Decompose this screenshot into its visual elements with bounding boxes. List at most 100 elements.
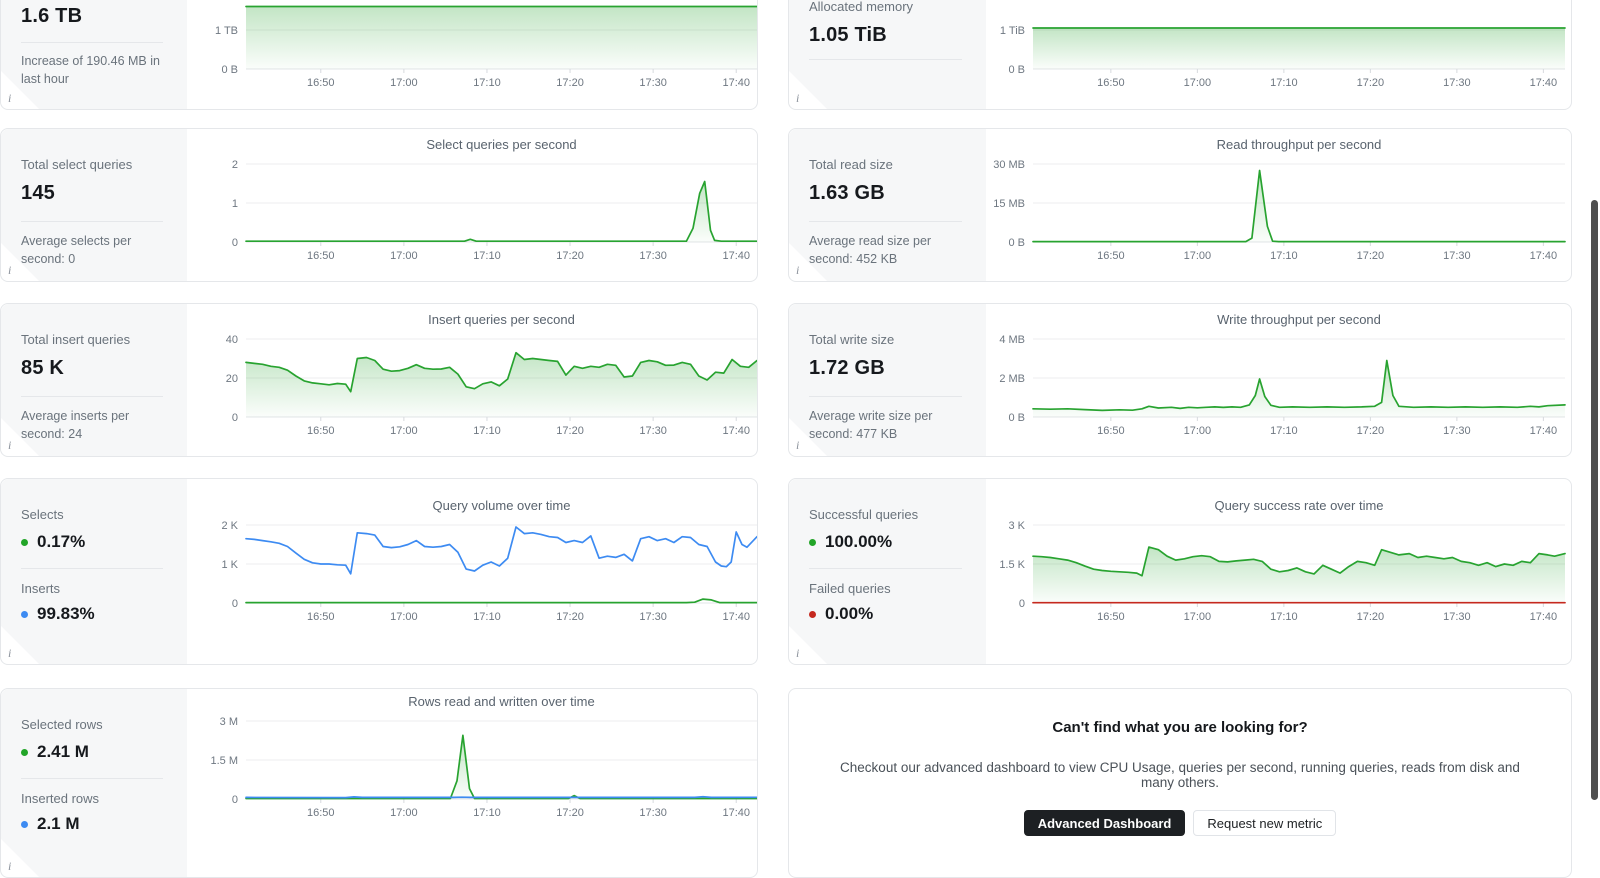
svg-text:17:40: 17:40 [1530,77,1558,89]
series-dot-selects [21,538,28,546]
stat-label-selected-rows: Selected rows [21,717,103,732]
svg-text:17:20: 17:20 [556,611,584,623]
line-chart-write-throughput-per-second: 0 B 2 MB 4 MB 16:50 17:00 17:10 17:20 17:30 17:4… [999,312,1566,437]
svg-text:17:20: 17:20 [556,77,584,89]
corner-fold [1,838,40,877]
info-icon[interactable]: i [796,91,800,105]
chart-area: 0 1.5 M 3 M 16:50 17:00 17:10 17:20 17:30 17:40 R… [187,689,757,877]
svg-text:Query volume over time: Query volume over time [433,498,571,513]
series-dot-selected-rows [21,748,28,756]
svg-text:Write throughput per second: Write throughput per second [1217,312,1381,327]
svg-text:17:40: 17:40 [1530,611,1558,623]
line-chart-query-volume-over-time: 0 1 K 2 K 16:50 17:00 17:10 17:20 17:30 17:40 Que… [221,498,757,623]
info-icon[interactable]: i [8,646,12,660]
chart-area: 0 20 40 16:50 17:00 17:10 17:20 17:30 17:40 Inser… [187,304,757,456]
svg-text:16:50: 16:50 [1097,425,1125,437]
svg-text:17:10: 17:10 [1270,425,1298,437]
request-new-metric-button[interactable]: Request new metric [1193,810,1337,836]
info-icon[interactable]: i [8,859,12,873]
info-icon[interactable]: i [796,438,800,452]
info-icon[interactable]: i [8,263,12,277]
svg-text:2 MB: 2 MB [999,373,1025,385]
stat-panel: Allocated memory 1.05 TiB i [789,0,986,109]
chart-area: 0 1 K 2 K 16:50 17:00 17:10 17:20 17:30 17:40 Que… [187,479,757,664]
svg-text:17:30: 17:30 [1443,425,1471,437]
divider [809,568,962,569]
stat-value: 1.05 TiB [809,24,887,46]
svg-text:17:00: 17:00 [390,425,418,437]
metric-card-rows-read-written: Selected rows 2.41 M Inserted rows 2.1 M… [0,688,758,878]
stat-label-inserts: Inserts [21,581,61,596]
stat-percent-value: 99.83% [37,604,95,623]
svg-text:17:30: 17:30 [1443,250,1471,262]
area-chart-disk-usage: 0 B 1 TB 16:50 17:00 17:10 17:20 17:30 17:40 [215,5,757,89]
corner-fold [1,625,40,664]
stat-percent-value: 100.00% [825,532,893,551]
svg-text:1 TB: 1 TB [215,25,238,37]
stat-value: 85 K [21,357,65,379]
svg-text:1.5 M: 1.5 M [210,755,238,767]
svg-text:17:40: 17:40 [1530,250,1558,262]
svg-text:17:00: 17:00 [390,807,418,819]
line-chart-rows-read-and-written-over-time: 0 1.5 M 3 M 16:50 17:00 17:10 17:20 17:30 17:40 R… [210,694,757,819]
line-chart-read-throughput-per-second: 0 B 15 MB 30 MB 16:50 17:00 17:10 17:20 17:30 17… [993,137,1566,262]
svg-text:17:10: 17:10 [473,425,501,437]
advanced-dashboard-button[interactable]: Advanced Dashboard [1023,810,1186,836]
svg-text:16:50: 16:50 [1097,611,1125,623]
stat-value-inserted-rows: 2.1 M [21,814,167,834]
svg-text:Query success rate over time: Query success rate over time [1214,498,1383,513]
scrollbar-thumb[interactable] [1591,200,1598,800]
stat-title: Total insert queries [21,332,131,347]
svg-text:2 K: 2 K [221,520,238,532]
svg-text:17:30: 17:30 [1443,77,1471,89]
svg-text:4 MB: 4 MB [999,334,1025,346]
divider [21,221,163,222]
divider [21,396,163,397]
svg-text:3 K: 3 K [1008,520,1025,532]
svg-text:17:00: 17:00 [1184,250,1212,262]
stat-percent-value: 0.17% [37,532,86,551]
line-chart-select-queries-per-second: 0 1 2 16:50 17:00 17:10 17:20 17:30 17:40 Select … [232,137,757,262]
cta-body: Checkout our advanced dashboard to view … [840,760,1520,790]
stat-subtitle: Increase of 190.46 MB in last hour [21,54,160,87]
info-icon[interactable]: i [796,263,800,277]
info-icon[interactable]: i [8,438,12,452]
stat-title: Allocated memory [809,0,914,14]
chart-area: 0 1.5 K 3 K 16:50 17:00 17:10 17:20 17:30 17:40 Q… [986,479,1571,664]
svg-text:17:10: 17:10 [473,77,501,89]
stat-value: 2.1 M [37,814,80,833]
info-icon[interactable]: i [796,646,800,660]
metric-card-allocated-memory: Allocated memory 1.05 TiB i 0 B 1 TiB 16:5… [788,0,1572,110]
chart-area: 0 B 15 MB 30 MB 16:50 17:00 17:10 17:20 17:30 17… [986,129,1571,281]
series-dot-inserts [21,610,28,618]
svg-text:2: 2 [232,159,238,171]
stat-value: 1.6 TB [21,5,83,27]
divider [809,221,962,222]
stat-panel: Successful queries 100.00% Failed querie… [789,479,986,664]
svg-text:17:00: 17:00 [390,611,418,623]
svg-text:0: 0 [232,598,238,610]
stat-panel: Total select queries 145 Average selects… [1,129,187,281]
svg-text:16:50: 16:50 [307,807,335,819]
divider [21,568,163,569]
svg-text:3 M: 3 M [220,716,238,728]
line-chart-insert-queries-per-second: 0 20 40 16:50 17:00 17:10 17:20 17:30 17:40 Inser… [226,312,757,437]
svg-text:Insert queries per second: Insert queries per second [428,312,575,327]
svg-text:40: 40 [226,334,238,346]
svg-text:17:20: 17:20 [556,807,584,819]
stat-value-selected-rows: 2.41 M [21,742,167,762]
stat-title: Total select queries [21,157,133,172]
info-icon[interactable]: i [8,91,12,105]
stat-percent-failed: 0.00% [809,604,966,624]
stat-title: Total read size [809,157,893,172]
svg-text:17:00: 17:00 [1184,611,1212,623]
divider [809,59,962,60]
svg-text:17:30: 17:30 [639,807,667,819]
svg-text:0 B: 0 B [1008,412,1025,424]
stat-title: Total write size [809,332,895,347]
svg-text:17:20: 17:20 [1357,611,1385,623]
stat-panel: Total write size 1.72 GB Average write s… [789,304,986,456]
metric-card-total-read-size: Total read size 1.63 GB Average read siz… [788,128,1572,282]
stat-percent-successful: 100.00% [809,532,966,552]
svg-text:15 MB: 15 MB [993,198,1025,210]
